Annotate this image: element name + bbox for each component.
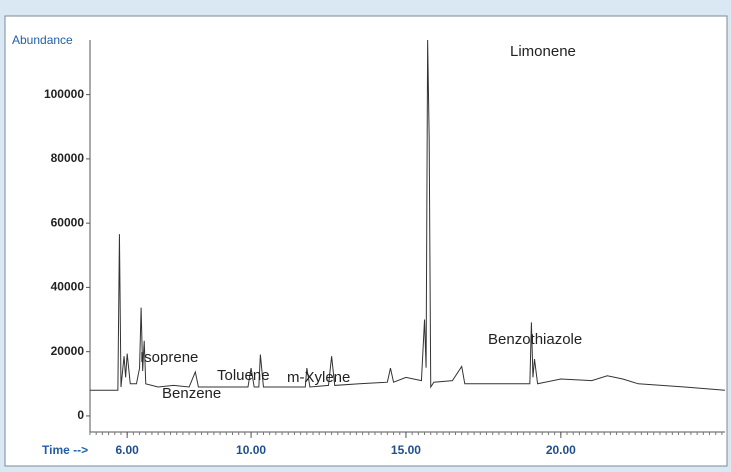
x-axis-label: Time --> <box>42 443 88 457</box>
y-tick-label: 20000 <box>51 344 85 358</box>
peak-annotation: Toluene <box>217 367 270 384</box>
trace <box>90 39 726 391</box>
peak-annotation: m-Xylene <box>287 369 350 386</box>
y-tick-label: 0 <box>77 408 84 422</box>
y-axis-label: Abundance <box>12 33 73 47</box>
peak-annotation: Benzothiazole <box>488 331 582 348</box>
x-tick-label: 15.00 <box>391 443 421 457</box>
x-tick-label: 6.00 <box>115 443 139 457</box>
y-tick-label: 40000 <box>51 280 85 294</box>
y-tick-label: 60000 <box>51 215 85 229</box>
peak-annotation: Limonene <box>510 43 576 60</box>
peak-annotation: Isoprene <box>140 349 198 366</box>
plot-panel <box>4 15 728 467</box>
y-tick-label: 100000 <box>44 87 84 101</box>
peak-annotation: Benzene <box>162 385 221 402</box>
x-tick-label: 10.00 <box>236 443 266 457</box>
y-tick-label: 80000 <box>51 151 85 165</box>
x-tick-label: 20.00 <box>546 443 576 457</box>
